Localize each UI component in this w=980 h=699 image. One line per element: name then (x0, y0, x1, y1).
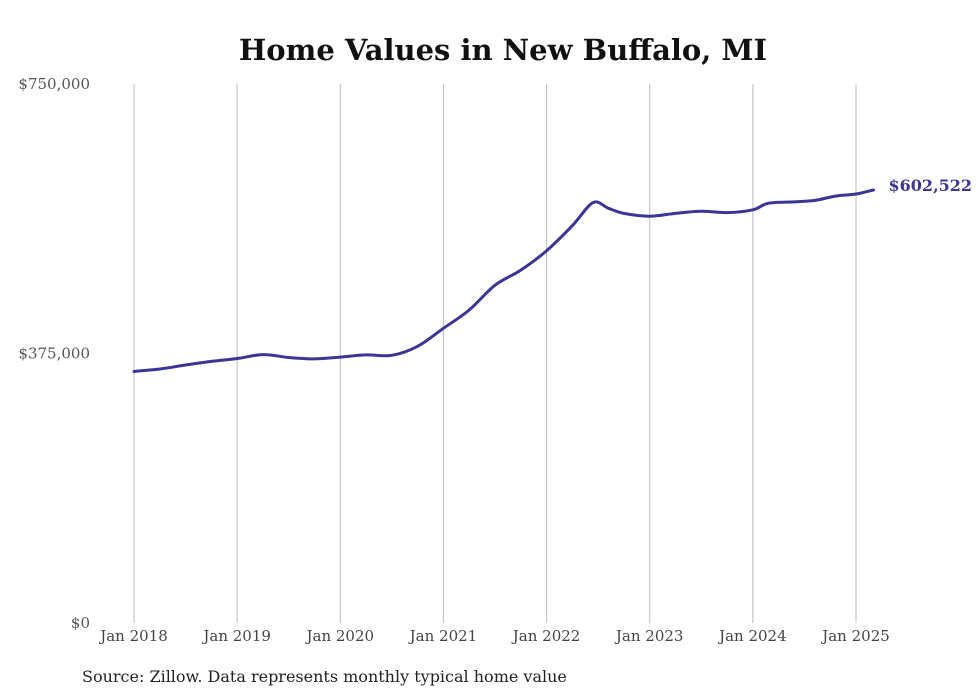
x-tick-label: Jan 2022 (511, 627, 581, 645)
y-tick-label: $750,000 (18, 75, 90, 93)
x-tick-label: Jan 2019 (201, 627, 271, 645)
end-value-label: $602,522 (889, 176, 973, 195)
y-axis-ticks: $0 $375,000 $750,000 (18, 75, 90, 632)
gridlines (133, 84, 857, 623)
home-value-line (132, 188, 875, 373)
x-tick-label: Jan 2025 (820, 627, 890, 645)
x-tick-label: Jan 2021 (408, 627, 478, 645)
y-tick-label: $0 (71, 614, 90, 632)
y-tick-label: $375,000 (18, 345, 90, 363)
x-tick-label: Jan 2018 (98, 627, 168, 645)
x-axis-ticks: Jan 2018 Jan 2019 Jan 2020 Jan 2021 Jan 2022… (98, 627, 890, 645)
x-tick-label: Jan 2023 (614, 627, 684, 645)
series-layer: $602,522 (132, 176, 973, 373)
source-note: Source: Zillow. Data represents monthly … (82, 667, 567, 686)
chart-title: Home Values in New Buffalo, MI (239, 33, 767, 67)
x-tick-label: Jan 2024 (717, 627, 787, 645)
x-tick-label: Jan 2020 (305, 627, 375, 645)
